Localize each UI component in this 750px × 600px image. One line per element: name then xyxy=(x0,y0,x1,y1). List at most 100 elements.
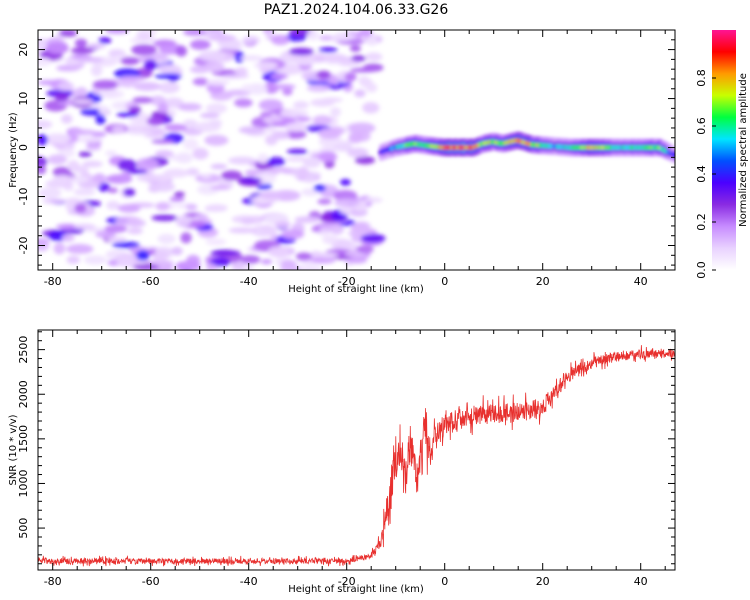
noise-blob xyxy=(147,259,175,266)
noise-blob xyxy=(120,171,132,183)
noise-blob xyxy=(267,246,290,258)
noise-blob xyxy=(201,173,212,179)
noise-blob xyxy=(293,100,309,110)
noise-blob xyxy=(80,108,104,116)
snr-y-tick-label: 2500 xyxy=(17,336,30,364)
noise-blob xyxy=(286,148,308,155)
noise-blob xyxy=(111,125,125,134)
noise-blob xyxy=(317,198,332,205)
noise-blob xyxy=(209,119,223,126)
noise-blob xyxy=(117,159,137,171)
noise-blob xyxy=(132,96,154,104)
noise-blob xyxy=(98,37,112,44)
noise-blob xyxy=(38,238,51,245)
noise-blob xyxy=(240,254,261,265)
noise-blob xyxy=(90,64,103,77)
snr-x-tick-label: 40 xyxy=(634,575,648,588)
noise-blob xyxy=(70,47,94,54)
noise-blob xyxy=(246,83,268,95)
noise-blob xyxy=(318,135,344,148)
noise-blob xyxy=(259,66,271,74)
noise-blob xyxy=(210,185,230,191)
noise-blob xyxy=(190,39,211,50)
noise-blob xyxy=(78,56,104,63)
noise-blob xyxy=(330,225,345,235)
noise-blob xyxy=(107,187,119,193)
noise-blob xyxy=(313,184,326,192)
snr-x-tick-label: -60 xyxy=(142,575,160,588)
snr-series-line xyxy=(38,345,675,567)
noise-blob xyxy=(151,138,174,144)
colorbar-tick-label: 0.2 xyxy=(695,213,708,231)
noise-blob xyxy=(231,260,245,270)
noise-blob xyxy=(180,232,192,244)
noise-blob xyxy=(274,220,291,229)
noise-blob xyxy=(66,255,81,265)
noise-blob xyxy=(270,73,289,80)
noise-blob xyxy=(259,190,284,200)
noise-blob xyxy=(192,147,209,160)
noise-blob xyxy=(86,43,106,50)
noise-blob xyxy=(164,97,184,108)
noise-blob xyxy=(234,98,253,108)
noise-blob xyxy=(271,130,290,140)
snr-plot-area xyxy=(38,330,675,570)
snr-x-tick-label: -80 xyxy=(44,575,62,588)
noise-blob xyxy=(185,168,200,176)
noise-blob xyxy=(311,256,336,264)
spectrogram-x-tick-label: 0 xyxy=(441,275,448,288)
noise-blob xyxy=(198,50,227,62)
noise-blob xyxy=(262,116,284,123)
noise-blob xyxy=(38,134,49,146)
noise-blob xyxy=(288,47,315,56)
snr-y-label: SNR (10 * v/v) xyxy=(8,414,19,485)
noise-blob xyxy=(73,223,96,230)
noise-blob xyxy=(44,133,71,144)
noise-blob xyxy=(195,213,209,220)
spectrogram-y-tick-label: -10 xyxy=(17,188,30,206)
noise-blob xyxy=(83,255,107,265)
noise-blob xyxy=(128,106,142,114)
noise-blob xyxy=(362,102,380,114)
noise-blob xyxy=(69,129,97,136)
spectrogram-x-tick-label: -60 xyxy=(142,275,160,288)
noise-blob xyxy=(322,235,339,245)
noise-blob xyxy=(151,181,176,192)
noise-blob xyxy=(192,77,210,86)
noise-blob xyxy=(157,102,169,114)
noise-blob xyxy=(105,150,117,156)
noise-blob xyxy=(38,156,48,168)
noise-blob xyxy=(106,236,127,243)
noise-blob xyxy=(151,214,178,222)
noise-blob xyxy=(322,53,348,63)
noise-blob xyxy=(339,178,351,186)
noise-blob xyxy=(154,73,183,80)
noise-blob xyxy=(38,164,47,175)
noise-blob xyxy=(46,42,69,54)
noise-blob xyxy=(280,264,300,270)
noise-blob xyxy=(347,230,371,237)
ridge-core xyxy=(672,151,675,158)
noise-blob xyxy=(234,51,245,63)
colorbar: 0.0 0.2 0.4 0.6 0.8 Normalized spectral ampl… xyxy=(695,30,749,279)
noise-blob xyxy=(175,215,191,227)
spectrogram-x-tick-label: -20 xyxy=(338,275,356,288)
noise-blob xyxy=(358,30,373,38)
noise-blob xyxy=(131,44,157,56)
noise-blob xyxy=(98,105,110,117)
spectrogram-y-tick-label: 0 xyxy=(17,144,30,151)
colorbar-tick-label: 0.8 xyxy=(695,69,708,87)
noise-blob xyxy=(208,34,236,42)
noise-blob xyxy=(348,132,363,144)
noise-blob xyxy=(318,127,342,140)
colorbar-gradient xyxy=(712,30,736,270)
noise-blob xyxy=(210,257,231,267)
spectrogram-y-tick-label: 10 xyxy=(17,92,30,106)
snr-y-tick-label: 1000 xyxy=(17,469,30,497)
noise-blob xyxy=(75,87,88,97)
noise-blob xyxy=(240,217,256,225)
noise-blob xyxy=(349,67,377,73)
noise-blob xyxy=(228,156,257,165)
spectrogram-frame xyxy=(37,29,676,271)
